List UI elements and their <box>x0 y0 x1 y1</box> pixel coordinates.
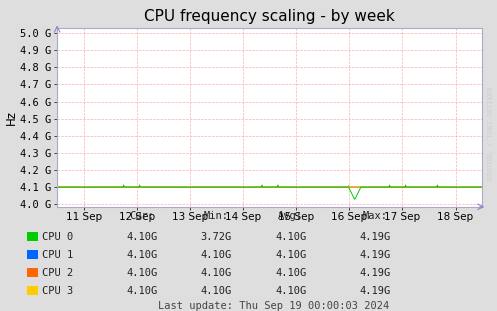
Text: 4.10G: 4.10G <box>126 268 157 278</box>
Y-axis label: Hz: Hz <box>4 110 17 125</box>
Text: 4.19G: 4.19G <box>360 232 391 242</box>
Text: 4.19G: 4.19G <box>360 250 391 260</box>
Text: 4.10G: 4.10G <box>275 286 306 296</box>
Title: CPU frequency scaling - by week: CPU frequency scaling - by week <box>144 9 395 24</box>
Text: 4.10G: 4.10G <box>275 232 306 242</box>
Text: CPU 1: CPU 1 <box>42 250 74 260</box>
Text: Cur:: Cur: <box>129 211 154 221</box>
Text: CPU 2: CPU 2 <box>42 268 74 278</box>
Text: 4.10G: 4.10G <box>275 268 306 278</box>
Text: CPU 3: CPU 3 <box>42 286 74 296</box>
Text: CPU 0: CPU 0 <box>42 232 74 242</box>
Text: 4.10G: 4.10G <box>201 268 232 278</box>
Text: 4.19G: 4.19G <box>360 268 391 278</box>
Text: Last update: Thu Sep 19 00:00:03 2024: Last update: Thu Sep 19 00:00:03 2024 <box>158 301 389 311</box>
Text: 4.10G: 4.10G <box>126 232 157 242</box>
Text: 4.10G: 4.10G <box>126 286 157 296</box>
Text: 3.72G: 3.72G <box>201 232 232 242</box>
Text: Max:: Max: <box>363 211 388 221</box>
Text: 4.10G: 4.10G <box>201 250 232 260</box>
Text: Min:: Min: <box>204 211 229 221</box>
Text: 4.19G: 4.19G <box>360 286 391 296</box>
Text: 4.10G: 4.10G <box>201 286 232 296</box>
Text: 4.10G: 4.10G <box>126 250 157 260</box>
Text: 4.10G: 4.10G <box>275 250 306 260</box>
Text: Avg:: Avg: <box>278 211 303 221</box>
Text: RRDTOOL / TOBI OETIKER: RRDTOOL / TOBI OETIKER <box>488 87 494 180</box>
